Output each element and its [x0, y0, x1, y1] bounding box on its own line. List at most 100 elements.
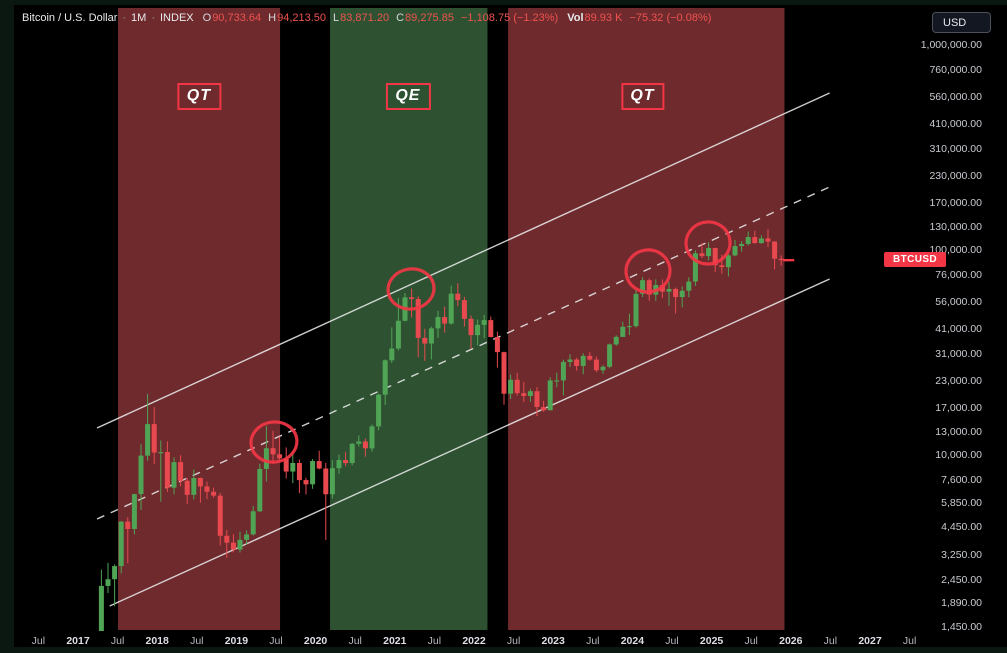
legend-separator: · — [151, 12, 155, 24]
candle-body — [758, 238, 764, 244]
price-axis-label: 230,000.00 — [929, 169, 982, 182]
time-axis-label: 2023 — [541, 635, 565, 647]
candle-body — [217, 495, 223, 536]
candle-body — [343, 460, 349, 464]
candlestick-series — [98, 229, 784, 631]
candle-body — [389, 348, 395, 361]
regime-band-qt — [508, 8, 785, 630]
time-axis-label: Jul — [665, 635, 679, 647]
close-label: C — [396, 12, 405, 24]
candle-body — [725, 255, 731, 268]
time-axis-label: 2027 — [858, 635, 882, 647]
candle-body — [303, 480, 309, 485]
candle-body — [125, 521, 131, 529]
candle-body — [712, 247, 718, 266]
highlight-circle[interactable] — [248, 419, 299, 465]
currency-button[interactable]: USD — [932, 12, 991, 33]
highlight-circle[interactable] — [683, 219, 732, 267]
candle-body — [323, 468, 329, 495]
time-axis-label: 2019 — [224, 635, 249, 647]
price-axis-label: 310,000.00 — [929, 143, 982, 156]
candle-body — [593, 359, 599, 371]
candle-body — [283, 458, 289, 472]
price-axis-label: 2,450.00 — [941, 574, 982, 587]
candle-body — [356, 441, 362, 444]
candle-body — [501, 352, 507, 394]
time-axis-label: 2024 — [620, 635, 645, 647]
candle-body — [646, 280, 652, 295]
regime-label-qt[interactable]: QT — [177, 83, 222, 110]
price-axis-label: 13,000.00 — [935, 425, 982, 438]
candle-body — [296, 462, 302, 481]
price-axis-label: 7,600.00 — [941, 473, 982, 486]
candle-body — [673, 288, 679, 298]
candle-body — [184, 480, 190, 495]
candle-body — [508, 379, 514, 394]
candle-body — [442, 317, 448, 324]
candle-body — [686, 281, 692, 291]
candle-body — [105, 579, 111, 586]
open-value: 90,733.64 — [212, 12, 262, 24]
candle-body — [263, 448, 269, 469]
data-source-label: INDEX — [160, 12, 194, 24]
highlight-circle[interactable] — [385, 266, 436, 312]
time-axis-label: 2025 — [699, 635, 724, 647]
price-axis-label: 1,890.00 — [941, 597, 982, 610]
highlight-circle[interactable] — [623, 247, 672, 295]
candle-body — [752, 237, 758, 244]
candle-body — [257, 468, 263, 512]
candle-body — [224, 535, 230, 543]
candle-body — [527, 391, 533, 396]
candle-body — [329, 468, 335, 495]
candle-body — [739, 243, 745, 247]
candle-body — [613, 336, 619, 345]
time-axis-label: 2022 — [462, 635, 486, 647]
regime-label-qe[interactable]: QE — [386, 83, 431, 110]
candle-body — [719, 265, 725, 268]
candle-body — [461, 300, 467, 319]
candle-body — [415, 298, 421, 338]
candle-body — [435, 317, 441, 329]
candle-body — [574, 359, 580, 366]
candle-body — [600, 366, 606, 371]
candle-body — [112, 566, 118, 580]
candle-body — [679, 290, 685, 298]
open-label: O — [202, 12, 212, 24]
candle-body — [158, 452, 164, 454]
candle-body — [409, 297, 415, 299]
regime-label-qt[interactable]: QT — [621, 83, 665, 110]
candle-body — [481, 320, 487, 325]
candle-body — [455, 293, 461, 301]
time-axis-label: 2021 — [383, 635, 407, 647]
candle-body — [607, 344, 613, 367]
candle-body — [376, 394, 382, 427]
candle-body — [145, 424, 151, 456]
volume-change-value: −75.32 (−0.08%) — [629, 12, 712, 24]
price-axis-label: 5,850.00 — [941, 496, 982, 509]
price-axis-label: 760,000.00 — [929, 63, 982, 76]
legend-separator: · — [122, 12, 127, 24]
candle-body — [336, 460, 342, 469]
candle-body — [745, 237, 751, 244]
candle-body — [204, 486, 210, 492]
candle-body — [310, 461, 316, 485]
time-axis-label: Jul — [506, 635, 521, 647]
candle-body — [362, 441, 368, 449]
time-axis-label: Jul — [269, 635, 283, 647]
high-value: 94,213.50 — [277, 12, 327, 24]
change-value: −1,108.75 (−1.23%) — [460, 12, 559, 24]
time-axis-label: 2018 — [145, 635, 169, 647]
candle-body — [250, 511, 256, 535]
candle-body — [98, 585, 104, 631]
candle-body — [640, 280, 646, 294]
candle-body — [778, 258, 784, 261]
time-axis-label: 2020 — [303, 635, 328, 647]
time-axis-label: Jul — [31, 635, 46, 647]
price-axis-label: 410,000.00 — [929, 118, 982, 131]
price-axis-label: 130,000.00 — [929, 220, 982, 233]
symbol-legend: Bitcoin / U.S. Dollar · 1M · INDEX O 90,… — [22, 10, 711, 26]
time-axis-label: Jul — [586, 635, 600, 647]
candle-body — [554, 380, 560, 382]
